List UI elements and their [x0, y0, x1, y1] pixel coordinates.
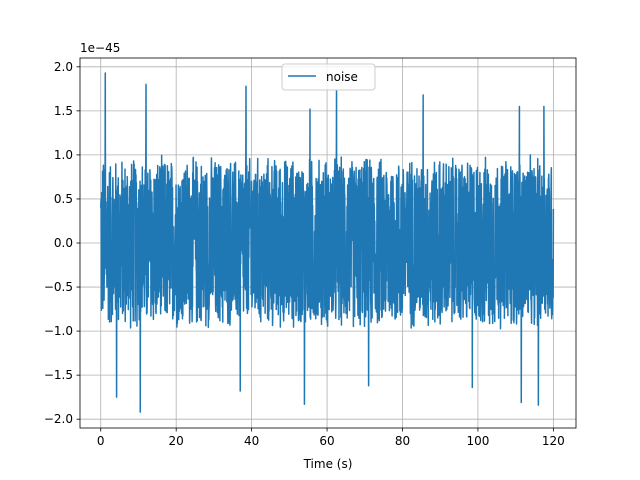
y-tick-label: 1.5: [54, 104, 73, 118]
legend-label-noise: noise: [326, 70, 358, 84]
legend-box: [281, 63, 376, 91]
y-tick-label: −2.0: [44, 412, 73, 426]
y-tick-label: 0.5: [54, 192, 73, 206]
series-line-noise: [100, 72, 555, 413]
legend: noise: [281, 63, 376, 91]
x-tick-label: 100: [466, 434, 489, 448]
plot-area: [100, 72, 555, 413]
y-tick-label: 1.0: [54, 148, 73, 162]
x-tick-label: 40: [244, 434, 259, 448]
x-axis-ticks: 0 20 40 60 80 100 120: [97, 428, 565, 448]
y-tick-label: −0.5: [44, 280, 73, 294]
y-tick-label: 2.0: [54, 60, 73, 74]
x-tick-label: 0: [97, 434, 105, 448]
x-tick-label: 80: [395, 434, 410, 448]
y-tick-label: −1.0: [44, 324, 73, 338]
y-tick-label: 0.0: [54, 236, 73, 250]
x-axis-label: Time (s): [303, 457, 353, 471]
y-tick-label: −1.5: [44, 368, 73, 382]
y-axis-ticks: −2.0 −1.5 −1.0 −0.5 0.0 0.5 1.0 1.5 2.0: [44, 60, 80, 426]
x-tick-label: 60: [319, 434, 334, 448]
x-tick-label: 20: [169, 434, 184, 448]
y-axis-offset-label: 1e−45: [80, 41, 120, 55]
x-tick-label: 120: [542, 434, 565, 448]
